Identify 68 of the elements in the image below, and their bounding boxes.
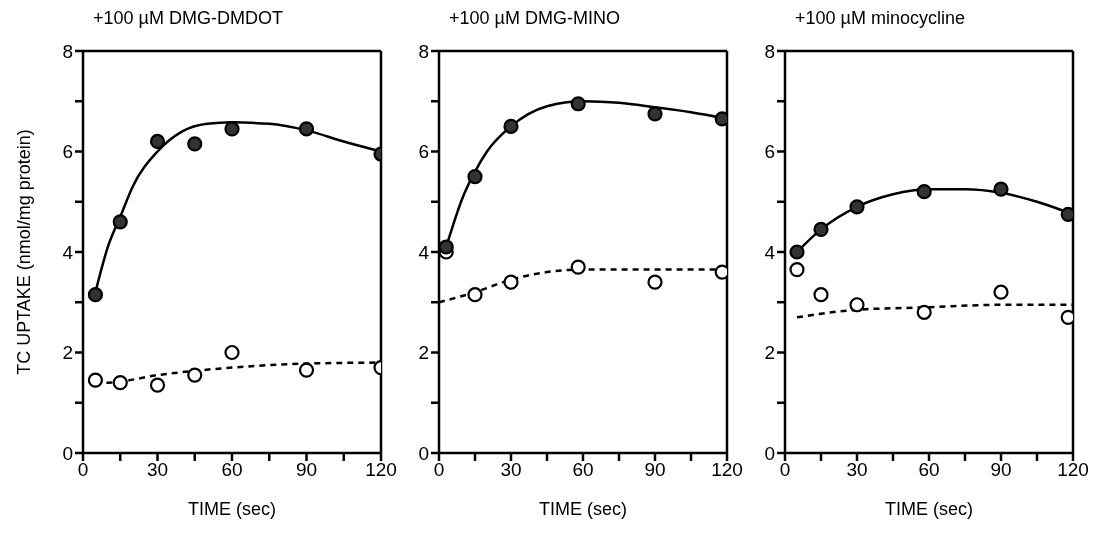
y-tick-label: 0 (62, 442, 73, 464)
x-tick-label: 120 (1057, 459, 1089, 481)
x-tick-label: 90 (644, 459, 666, 481)
x-tick-label: 30 (146, 459, 169, 481)
y-tick-label: 8 (62, 40, 73, 62)
point (149, 133, 166, 150)
x-tick-label: 30 (500, 459, 522, 481)
point (187, 367, 203, 383)
point (813, 287, 829, 303)
y-tick-label: 2 (418, 342, 429, 364)
point (112, 214, 128, 230)
point (647, 274, 663, 290)
x-tick-label: 0 (77, 459, 89, 481)
x-axis-title: TIME (sec) (539, 499, 627, 519)
x-tick-label: 0 (779, 459, 791, 481)
chart-title: +100 µM DMG-DMDOT (92, 8, 284, 30)
y-tick-label: 4 (764, 241, 776, 263)
y-tick-label: 2 (62, 342, 73, 364)
y-tick-label: 0 (418, 442, 429, 464)
y-tick-label: 4 (62, 241, 74, 263)
point (570, 96, 586, 112)
y-tick-label: 6 (418, 141, 429, 163)
point (849, 199, 865, 215)
point (112, 375, 128, 391)
x-tick-label: 30 (846, 459, 868, 481)
x-tick-label: 60 (221, 459, 243, 481)
x-tick-label: 0 (433, 459, 445, 481)
point (187, 136, 203, 152)
point (87, 287, 104, 303)
y-tick-label: 2 (764, 342, 775, 364)
point (467, 169, 483, 185)
y-tick-label: 4 (418, 241, 430, 263)
point (789, 244, 805, 260)
y-tick-label: 6 (62, 141, 73, 163)
point (916, 304, 932, 320)
y-tick-label: 8 (764, 40, 775, 62)
point (298, 121, 315, 137)
point (916, 184, 932, 200)
chart-title: +100 µM minocycline (794, 8, 966, 30)
x-tick-label: 120 (711, 459, 743, 481)
x-axis-title: TIME (sec) (885, 499, 973, 519)
point (224, 344, 240, 361)
y-tick-label: 0 (764, 442, 775, 464)
point (570, 259, 586, 275)
y-tick-label: 6 (764, 141, 775, 163)
point (993, 181, 1009, 197)
point (87, 372, 104, 388)
point (298, 362, 315, 378)
x-tick-label: 120 (365, 459, 397, 481)
point (813, 221, 829, 237)
point (647, 106, 663, 122)
x-axis-title: TIME (sec) (188, 499, 276, 519)
point (149, 377, 166, 393)
y-tick-label: 8 (418, 40, 429, 62)
x-tick-label: 90 (990, 459, 1012, 481)
x-tick-label: 60 (918, 459, 940, 481)
y-axis-title: TC UPTAKE (nmol/mg protein) (14, 129, 34, 375)
point (849, 297, 865, 313)
point (993, 284, 1009, 300)
point (789, 261, 805, 278)
point (503, 118, 519, 134)
point (467, 287, 483, 303)
chart-title: +100 µM DMG-MINO (448, 8, 621, 30)
x-tick-label: 60 (572, 459, 594, 481)
x-tick-label: 90 (295, 459, 318, 481)
point (224, 121, 240, 137)
point (439, 239, 454, 255)
point (503, 274, 519, 290)
